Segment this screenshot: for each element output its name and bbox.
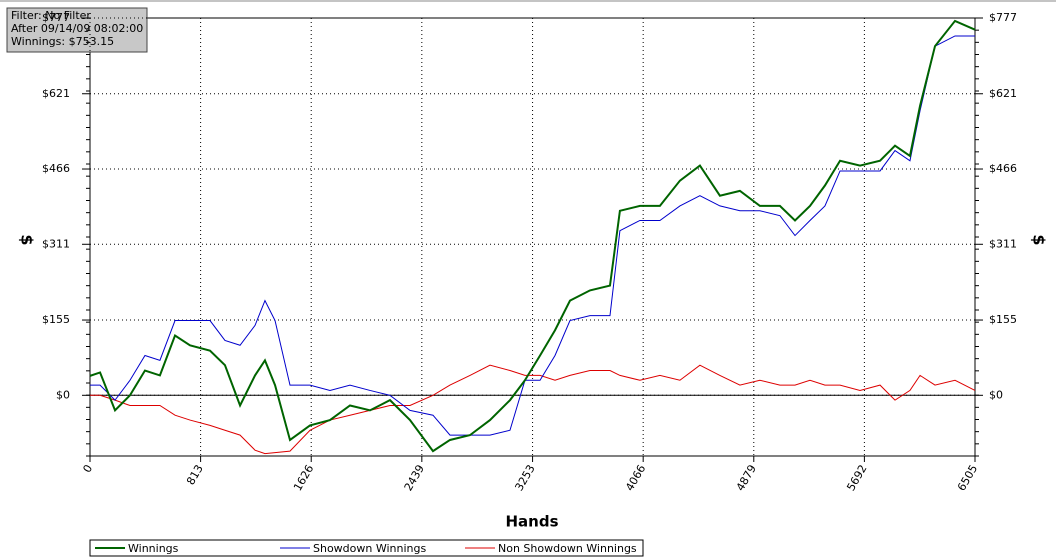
y2-tick-label: $311 [989,237,1017,250]
legend [89,539,644,557]
y-tick-label: $777 [42,11,70,24]
y2-tick-label: $777 [989,11,1017,24]
y-tick-label: $155 [42,313,70,326]
y2-tick-label: $0 [989,388,1003,401]
legend-label: Winnings [128,542,179,555]
y-tick-label: $0 [56,388,70,401]
series-line [90,364,976,455]
y2-tick-label: $466 [989,162,1017,175]
x-axis-label: Hands [505,513,558,531]
y-tick-label: $311 [42,237,70,250]
y2-tick-label: $155 [989,313,1017,326]
y-tick-label: $466 [42,162,70,175]
legend-label: Non Showdown Winnings [498,542,637,555]
info-text: After 09/14/09 08:02:00 [11,22,143,35]
info-text: Filter: No Filter [11,9,91,22]
y2-tick-label: $621 [989,87,1017,100]
info-text: Winnings: $753.15 [11,35,114,48]
legend-label: Showdown Winnings [313,542,427,555]
series-line [89,19,976,453]
y2-axis-label: $ [1030,234,1049,245]
y-tick-label: $621 [42,87,70,100]
info-box [6,7,148,53]
y-axis-label: $ [18,234,37,245]
